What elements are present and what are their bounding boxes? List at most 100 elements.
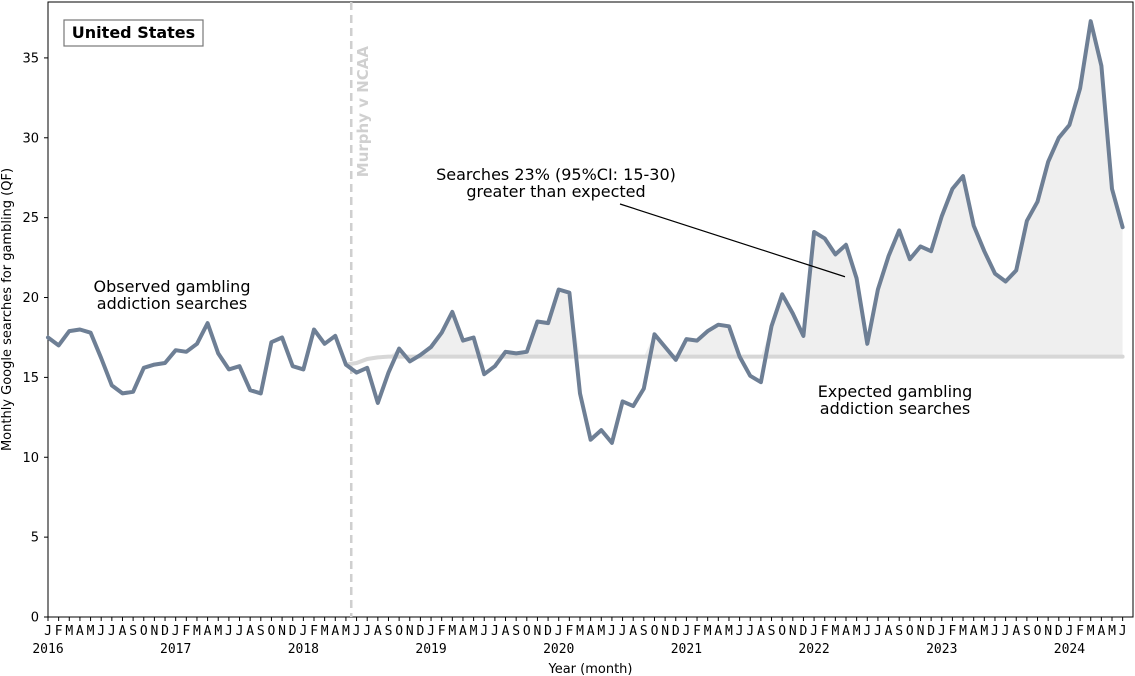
effect-arrow <box>619 203 846 278</box>
effect-annotation-line: Searches 23% (95%CI: 15-30) <box>436 165 676 184</box>
x-month-label: A <box>459 624 467 639</box>
x-month-label: J <box>225 624 233 639</box>
x-month-label: S <box>385 624 393 639</box>
x-month-label: J <box>44 624 52 639</box>
x-month-label: N <box>534 624 542 639</box>
effect-annotation: Searches 23% (95%CI: 15-30) greater than … <box>436 165 676 201</box>
x-year-label: 2020 <box>543 642 574 657</box>
x-month-label: A <box>331 624 339 639</box>
x-month-label: A <box>885 624 893 639</box>
y-tick-label: 15 <box>22 371 39 386</box>
x-month-label: F <box>565 624 573 639</box>
observed-annotation: Observed gambling addiction searches <box>94 277 251 313</box>
x-month-label: N <box>406 624 414 639</box>
x-month-label: D <box>800 624 808 639</box>
x-month-label: J <box>1066 624 1074 639</box>
x-month-label: A <box>629 624 637 639</box>
x-axis-title: Year (month) <box>548 662 633 676</box>
x-month-label: J <box>353 624 361 639</box>
x-month-label: D <box>927 624 935 639</box>
x-month-label: M <box>853 624 861 639</box>
x-month-label: O <box>778 624 786 639</box>
y-tick-label: 20 <box>22 291 39 306</box>
event-label: Murphy v NCAA <box>354 46 372 178</box>
x-month-label: D <box>416 624 424 639</box>
excess-area <box>345 21 1123 365</box>
x-month-label: S <box>129 624 137 639</box>
x-month-label: S <box>640 624 648 639</box>
x-month-label: M <box>725 624 733 639</box>
y-tick-label: 0 <box>31 611 39 626</box>
x-month-label: F <box>310 624 318 639</box>
x-month-label: J <box>608 624 616 639</box>
labels-group: Murphy v NCAA United States Observed gambl… <box>63 19 973 418</box>
x-year-label: 2022 <box>798 642 829 657</box>
expected-annotation: Expected gambling addiction searches <box>818 382 973 418</box>
x-month-label: J <box>682 624 690 639</box>
x-month-label: S <box>257 624 265 639</box>
x-month-label: N <box>917 624 925 639</box>
series-group <box>46 2 1125 617</box>
x-month-label: O <box>140 624 148 639</box>
x-month-label: F <box>948 624 956 639</box>
x-year-label: 2017 <box>160 642 191 657</box>
x-month-label: F <box>693 624 701 639</box>
x-month-label: A <box>502 624 510 639</box>
x-month-label: M <box>959 624 967 639</box>
x-month-label: N <box>661 624 669 639</box>
x-month-label: A <box>714 624 722 639</box>
x-month-label: D <box>544 624 552 639</box>
x-month-label: A <box>587 624 595 639</box>
country-label: United States <box>72 23 195 42</box>
x-month-label: J <box>491 624 499 639</box>
x-year-label: 2019 <box>415 642 446 657</box>
x-month-label: O <box>268 624 276 639</box>
x-year-label: 2024 <box>1054 642 1085 657</box>
x-month-label: J <box>619 624 627 639</box>
x-month-label: O <box>523 624 531 639</box>
x-year-label: 2016 <box>32 642 63 657</box>
observed-annotation-line: addiction searches <box>97 294 247 313</box>
x-year-label: 2021 <box>671 642 702 657</box>
x-month-label: F <box>55 624 63 639</box>
x-month-label: N <box>278 624 286 639</box>
observed-line <box>46 19 1125 445</box>
effect-annotation-line: greater than expected <box>466 182 645 201</box>
y-axis-title: Monthly Google searches for gambling (QF… <box>0 168 15 451</box>
x-month-label: A <box>374 624 382 639</box>
y-tick-label: 25 <box>22 211 39 226</box>
x-month-label: A <box>76 624 84 639</box>
x-month-label: A <box>1012 624 1020 639</box>
y-tick-label: 10 <box>22 451 39 466</box>
x-month-label: M <box>214 624 222 639</box>
x-month-label: M <box>704 624 712 639</box>
x-month-label: S <box>512 624 520 639</box>
y-tick-label: 30 <box>22 131 39 146</box>
x-month-label: M <box>597 624 605 639</box>
x-month-label: J <box>97 624 105 639</box>
x-month-label: D <box>1055 624 1063 639</box>
country-label-box <box>63 19 204 47</box>
x-month-label: N <box>1044 624 1052 639</box>
x-month-label: F <box>182 624 190 639</box>
x-month-label: J <box>863 624 871 639</box>
x-month-label: J <box>480 624 488 639</box>
x-month-label: M <box>65 624 73 639</box>
x-year-label: 2023 <box>926 642 957 657</box>
x-month-label: J <box>810 624 818 639</box>
x-month-label: A <box>119 624 127 639</box>
x-month-label: N <box>150 624 158 639</box>
x-month-label: M <box>87 624 95 639</box>
x-month-label: M <box>980 624 988 639</box>
x-month-label: J <box>1119 624 1127 639</box>
x-month-label: M <box>321 624 329 639</box>
x-month-label: J <box>1002 624 1010 639</box>
x-month-label: A <box>1097 624 1105 639</box>
x-month-label: J <box>874 624 882 639</box>
x-month-label: J <box>236 624 244 639</box>
x-month-label: J <box>427 624 435 639</box>
x-month-label: S <box>895 624 903 639</box>
x-month-label: A <box>757 624 765 639</box>
